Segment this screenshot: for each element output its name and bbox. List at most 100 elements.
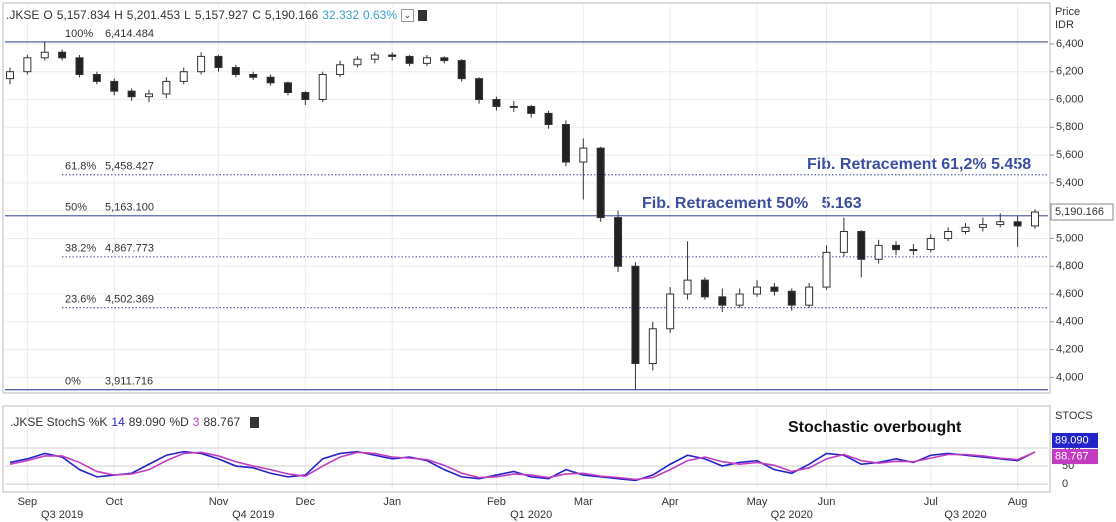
candle-body <box>58 51 67 59</box>
candle-body <box>978 224 987 228</box>
k-value: 89.090 <box>128 415 166 429</box>
candle-body <box>492 98 501 107</box>
k-period: 14 <box>111 415 125 429</box>
x-tick-label: Apr <box>662 496 679 508</box>
candle-body <box>92 73 101 82</box>
y-tick-label: 6,200 <box>1056 66 1084 78</box>
y-tick-label: 6,400 <box>1056 38 1084 50</box>
candle-body <box>926 237 935 251</box>
fib-pct: 61.8% <box>65 161 96 173</box>
x-tick-label: May <box>747 496 768 508</box>
value-box-label: 88.767 <box>1055 450 1089 462</box>
candle-body <box>822 251 831 288</box>
x-tick-label: Jun <box>818 496 836 508</box>
candle-body <box>805 286 814 306</box>
x-tick-label: Sep <box>18 496 38 508</box>
candle-body <box>1013 221 1022 227</box>
x-tick-label: Nov <box>209 496 229 508</box>
candle-body <box>1031 211 1039 227</box>
axis-title: Price <box>1055 6 1080 18</box>
label: L <box>184 8 191 22</box>
y-tick-label: 5,800 <box>1056 121 1084 133</box>
candle-body <box>561 124 570 163</box>
y-tick-label: 4,400 <box>1056 316 1084 328</box>
fib-pct: 0% <box>65 376 81 388</box>
value: 5,157.927 <box>194 8 249 22</box>
candle-body <box>753 286 762 295</box>
candle-body <box>318 73 327 100</box>
last-price-label: 5,190.166 <box>1055 206 1104 218</box>
y-tick-label: 6,000 <box>1056 93 1084 105</box>
candle-body <box>718 296 727 306</box>
label: O <box>43 8 53 22</box>
value-box-label: 89.090 <box>1055 434 1089 446</box>
candle-body <box>336 64 345 75</box>
candle-body <box>631 265 640 365</box>
candle-body <box>231 67 240 75</box>
annotation: Fib. Retracement 50% 5.163 <box>642 195 862 212</box>
candle-body <box>266 76 275 84</box>
label: C <box>252 8 261 22</box>
y-tick-label: 4,800 <box>1056 260 1084 272</box>
fib-pct: 38.2% <box>65 243 96 255</box>
main-frame <box>2 2 1051 394</box>
candle-body <box>388 54 397 57</box>
fib-pct: 100% <box>65 28 93 40</box>
value-box <box>1052 432 1098 448</box>
candle-body <box>509 105 518 108</box>
dropdown[interactable]: ⌄ <box>401 8 415 22</box>
candle-body <box>75 57 84 75</box>
d-period: 3 <box>192 415 200 429</box>
change: 32.332 <box>322 8 359 22</box>
candle-body <box>283 82 292 94</box>
candle-body <box>666 293 675 330</box>
delete-icon[interactable] <box>418 9 428 21</box>
value: 5,190.166 <box>264 8 319 22</box>
candle-body <box>839 231 848 253</box>
quarter-label: Q1 2020 <box>510 509 552 521</box>
stoch-line <box>9 451 1036 481</box>
change-pct: 0.63% <box>363 8 398 22</box>
stoch-frame <box>2 405 1051 493</box>
candle-body <box>944 231 953 239</box>
value-box <box>1052 449 1098 465</box>
candle-body <box>40 51 49 59</box>
y-tick-label: 5,600 <box>1056 149 1084 161</box>
candle-body <box>110 80 119 92</box>
candle-body <box>527 105 536 114</box>
quarter-label: Q2 2020 <box>771 509 813 521</box>
header: .JKSE O 5,157.834 H 5,201.453 L 5,157.927 C… <box>4 8 430 22</box>
last-price-box <box>1050 203 1114 221</box>
x-tick-label: Dec <box>296 496 316 508</box>
candle-body <box>700 279 709 298</box>
symbol: .JKSE <box>6 8 40 22</box>
quarter-label: Q4 2019 <box>232 509 274 521</box>
annotation: Fib. Retracement 61,2% 5.458 <box>807 156 1031 173</box>
candle-body <box>909 249 918 252</box>
candle-body <box>457 60 466 80</box>
candle-body <box>614 217 623 267</box>
candle-body <box>596 147 605 219</box>
fib-level: 5,458.427 <box>105 161 154 173</box>
fib-level: 4,867.773 <box>105 243 154 255</box>
delete-icon[interactable] <box>250 416 260 428</box>
y-tick-label: 4,000 <box>1056 371 1084 383</box>
candle-body <box>144 93 153 98</box>
candle-body <box>996 221 1005 226</box>
x-tick-label: Feb <box>487 496 506 508</box>
label: H <box>114 8 123 22</box>
fib-level: 5,163.100 <box>105 202 154 214</box>
candle-body <box>405 55 414 64</box>
y-tick-label: 5,400 <box>1056 177 1084 189</box>
stoch-header: .JKSE StochS %K 14 89.090 %D 3 88.767 <box>8 415 262 429</box>
axis-unit: IDR <box>1055 19 1074 31</box>
y-tick-label: 5,000 <box>1056 232 1084 244</box>
y-tick-label: 4,200 <box>1056 344 1084 356</box>
x-tick-label: Mar <box>574 496 593 508</box>
d-value: 88.767 <box>203 415 241 429</box>
candle-body <box>874 244 883 260</box>
candle-body <box>544 112 553 126</box>
fib-level: 6,414.484 <box>105 28 154 40</box>
